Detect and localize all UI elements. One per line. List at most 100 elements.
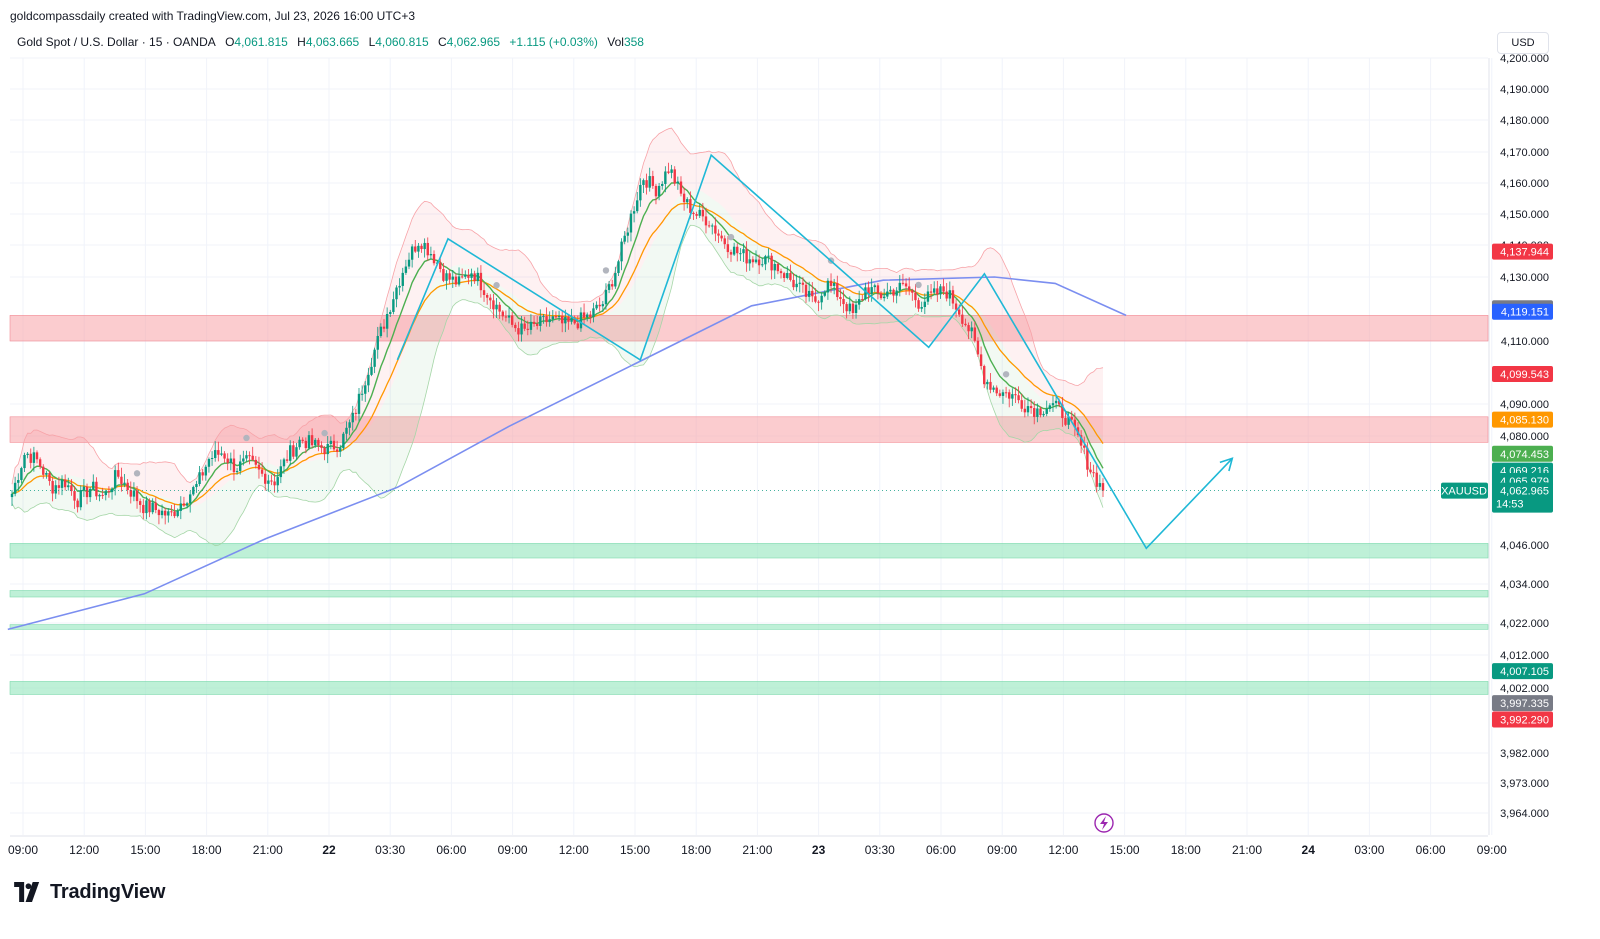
candle-body: [207, 459, 211, 467]
candle-body: [448, 273, 451, 280]
candle-body: [589, 314, 592, 318]
price-tick-label: 4,190.000: [1500, 84, 1549, 96]
candle-body: [554, 316, 558, 318]
candle-body: [260, 469, 264, 474]
candle-body: [395, 287, 398, 300]
price-tick-label: 4,046.000: [1500, 540, 1549, 552]
candle-body: [854, 304, 858, 313]
resistance-zone: [9, 315, 1489, 342]
candle-body: [335, 449, 339, 452]
candle-body: [29, 453, 32, 463]
candle-body: [845, 304, 848, 312]
zigzag-projection: [396, 153, 1234, 550]
time-tick-label: 06:00: [926, 843, 956, 857]
candle-body: [326, 443, 329, 455]
candle-body: [60, 479, 64, 488]
candle-body: [967, 325, 970, 332]
candle-body: [936, 288, 939, 295]
candle-body: [407, 259, 411, 267]
support-zone: [9, 590, 1489, 598]
candle-body: [79, 490, 82, 508]
candle-body: [861, 299, 864, 301]
candle-body: [270, 480, 273, 482]
candle-body: [958, 309, 961, 315]
candle-body: [661, 183, 664, 186]
time-axis[interactable]: 09:00 12:00 15:00 18:00 21:00 22 03:30 06:00 09:…: [8, 835, 1507, 857]
symbol-legend: Gold Spot / U.S. Dollar · 15 · OANDA O4,…: [17, 35, 644, 49]
currency-selector[interactable]: USD: [1497, 32, 1549, 54]
candle-body: [498, 304, 501, 312]
legend-symbol[interactable]: Gold Spot / U.S. Dollar · 15 · OANDA: [17, 35, 216, 49]
candle-body: [210, 458, 214, 460]
candle-body: [173, 511, 176, 517]
candle-body: [467, 274, 470, 278]
candle-body: [560, 315, 564, 324]
candle-body: [1079, 435, 1083, 446]
candle-body: [745, 249, 748, 264]
candle-body: [42, 466, 45, 475]
candle-body: [1101, 483, 1105, 491]
candle-body: [679, 181, 683, 194]
candle-body: [1014, 394, 1017, 396]
candle-body: [1029, 406, 1033, 409]
time-tick-label: 18:00: [192, 843, 222, 857]
candle-body: [651, 176, 655, 186]
candle-body: [973, 327, 977, 341]
candle-body: [101, 494, 104, 496]
candle-body: [442, 268, 445, 281]
time-tick-label: 06:00: [436, 843, 466, 857]
candle-body: [370, 366, 373, 375]
candle-body: [720, 235, 723, 239]
candle-body: [782, 273, 786, 278]
lightning-icon[interactable]: [1094, 813, 1114, 833]
candle-body: [1033, 408, 1036, 417]
envelope-bands: [11, 127, 1104, 547]
candle-body: [179, 503, 183, 511]
candle-body: [692, 212, 695, 215]
candle-body: [310, 435, 314, 446]
candle-body: [292, 445, 295, 457]
zigzag-line: [396, 153, 1233, 550]
candle-body: [789, 273, 792, 280]
price-label-text: 4,085.130: [1500, 415, 1549, 427]
candle-body: [23, 454, 26, 469]
tradingview-brand[interactable]: TradingView: [10, 880, 165, 904]
candle-body: [357, 393, 361, 414]
candle-body: [570, 317, 573, 322]
price-label-badge: [1492, 365, 1553, 382]
candle-body: [45, 472, 48, 475]
bar-countdown-text: 14:53: [1496, 499, 1524, 511]
candle-body: [751, 259, 755, 263]
candle-body: [414, 246, 417, 252]
candle-body: [204, 466, 208, 476]
candle-body: [273, 481, 276, 486]
candle-body: [479, 272, 483, 291]
candle-body: [182, 503, 186, 506]
price-axis[interactable]: 4,200.000 4,190.000 4,180.000 4,170.000 4,16…: [1488, 53, 1549, 835]
candle-body: [170, 511, 173, 513]
candle-body: [529, 321, 533, 330]
candle-body: [307, 435, 311, 449]
candle-body: [923, 301, 927, 308]
candle-body: [367, 374, 370, 386]
time-tick-label: 24: [1302, 843, 1316, 857]
candle-body: [695, 214, 698, 216]
candle-body: [1073, 419, 1077, 428]
fast-moving-average: [11, 181, 1104, 512]
candle-body: [1017, 395, 1020, 401]
price-label-badge: [1492, 411, 1553, 428]
candle-body: [145, 500, 148, 514]
candle-body: [426, 242, 429, 256]
candle-body: [1008, 392, 1011, 399]
candle-body: [470, 273, 473, 278]
candle-body: [889, 289, 892, 292]
candle-body: [1001, 392, 1005, 396]
candle-body: [1089, 469, 1092, 473]
candle-body: [95, 481, 98, 497]
price-label-text: 4,074.453: [1500, 449, 1549, 461]
candle-body: [485, 295, 489, 298]
projection-arrowhead: [1219, 457, 1234, 472]
candle-body: [1020, 400, 1023, 409]
tradingview-logo-icon: [14, 882, 40, 902]
